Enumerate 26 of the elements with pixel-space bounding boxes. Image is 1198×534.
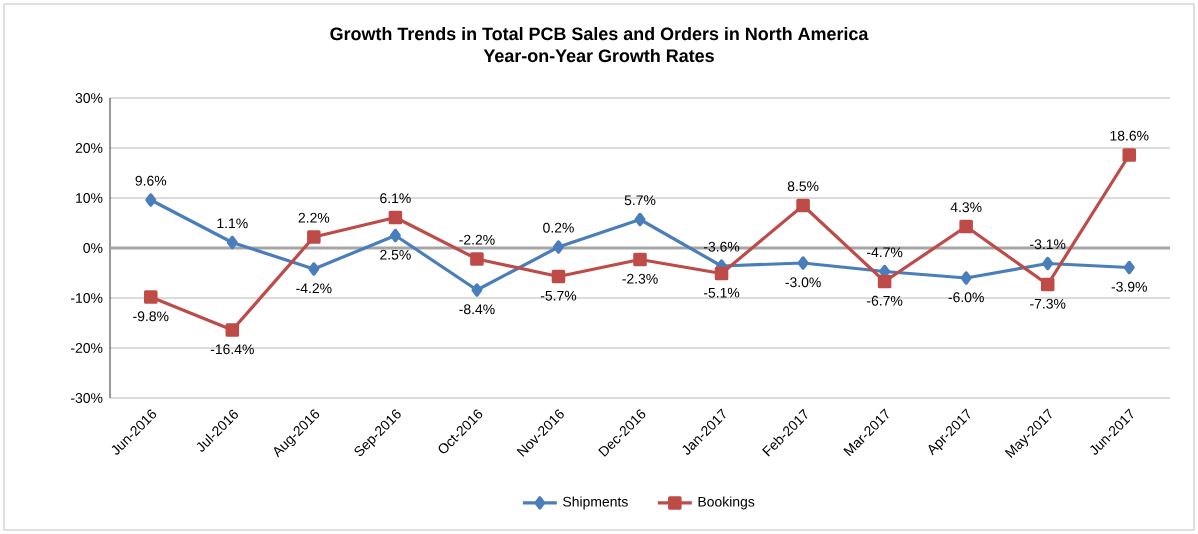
point	[388, 210, 403, 225]
point	[1122, 148, 1137, 162]
point	[470, 252, 484, 266]
point	[960, 271, 972, 285]
point	[225, 323, 240, 337]
point	[308, 262, 320, 276]
chart-subtitle: Year-on-Year Growth Rates	[483, 48, 714, 63]
chart-title: Growth Trends in Total PCB Sales and Orders in North America	[330, 27, 869, 41]
point	[1123, 260, 1135, 275]
point	[1040, 277, 1055, 292]
point	[145, 193, 157, 207]
point	[471, 283, 483, 297]
point	[389, 228, 401, 243]
point	[552, 240, 564, 254]
point	[877, 274, 892, 289]
point	[143, 290, 158, 304]
point	[959, 219, 973, 234]
point	[226, 235, 238, 250]
point	[633, 252, 647, 267]
point	[307, 230, 321, 244]
point	[634, 212, 646, 227]
point	[551, 269, 566, 284]
point	[714, 266, 729, 281]
point	[1042, 256, 1054, 271]
point	[796, 198, 810, 213]
point	[797, 256, 809, 270]
